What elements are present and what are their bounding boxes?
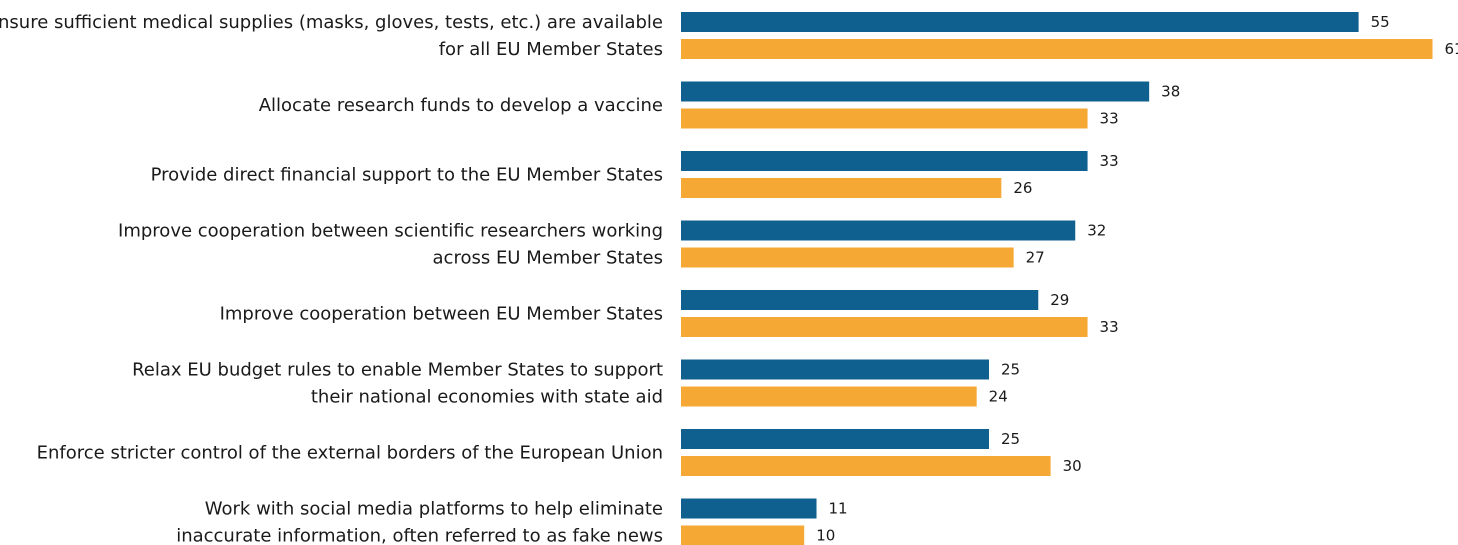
- bars: [681, 12, 1433, 545]
- value-label: 11: [829, 500, 848, 518]
- bar-series-2: [681, 178, 1002, 198]
- bar-series-1: [681, 81, 1150, 102]
- value-labels: 55 61 38 33 33 26 32 27 29 33 25 24 25 30 11 10: [816, 13, 1458, 545]
- category-label-line: Ensure sufficient medical supplies (mask…: [0, 12, 663, 33]
- category-label: Provide direct financial support to the …: [151, 165, 663, 186]
- category-label: Improve cooperation between scientific r…: [118, 221, 663, 269]
- category-label: Relax EU budget rules to enable Member S…: [132, 360, 663, 408]
- category-label: Work with social media platforms to help…: [176, 499, 663, 545]
- bar-series-2: [681, 317, 1088, 337]
- category-labels: Ensure sufficient medical supplies (mask…: [0, 12, 663, 545]
- value-label: 30: [1063, 457, 1082, 475]
- bar-series-1: [681, 359, 989, 380]
- value-label: 29: [1050, 291, 1069, 309]
- value-label: 24: [989, 388, 1008, 406]
- bar-series-2: [681, 247, 1014, 268]
- value-label: 38: [1161, 83, 1180, 101]
- bar-series-2: [681, 108, 1088, 129]
- category-label-line: for all EU Member States: [439, 39, 663, 60]
- bar-series-2: [681, 39, 1433, 59]
- value-label: 33: [1100, 110, 1119, 128]
- value-label: 32: [1087, 222, 1106, 240]
- category-label: Improve cooperation between EU Member St…: [220, 304, 663, 325]
- bar-series-1: [681, 498, 817, 519]
- bar-series-2: [681, 386, 977, 407]
- category-label-line: Provide direct financial support to the …: [151, 165, 663, 186]
- bar-series-2: [681, 456, 1051, 476]
- category-label-line: Relax EU budget rules to enable Member S…: [132, 360, 663, 381]
- category-label-line: Work with social media platforms to help…: [205, 499, 663, 520]
- bar-series-2: [681, 525, 805, 545]
- category-label-line: Improve cooperation between EU Member St…: [220, 304, 663, 325]
- category-label: Allocate research funds to develop a vac…: [259, 95, 663, 116]
- value-label: 61: [1445, 40, 1458, 58]
- category-label-line: across EU Member States: [433, 248, 663, 269]
- bar-series-1: [681, 429, 989, 449]
- bar-series-1: [681, 220, 1076, 241]
- value-label: 10: [816, 527, 835, 545]
- bar-series-1: [681, 151, 1088, 171]
- value-label: 25: [1001, 430, 1020, 448]
- category-label: Ensure sufficient medical supplies (mask…: [0, 12, 663, 60]
- value-label: 33: [1100, 318, 1119, 336]
- value-label: 26: [1013, 179, 1032, 197]
- category-label-line: Allocate research funds to develop a vac…: [259, 95, 663, 116]
- category-label-line: inaccurate information, often referred t…: [176, 526, 663, 545]
- category-label: Enforce stricter control of the external…: [37, 443, 663, 464]
- bar-series-1: [681, 290, 1039, 310]
- value-label: 27: [1026, 249, 1045, 267]
- bar-series-1: [681, 12, 1359, 32]
- value-label: 25: [1001, 361, 1020, 379]
- category-label-line: Improve cooperation between scientific r…: [118, 221, 663, 242]
- category-label-line: their national economies with state aid: [311, 387, 663, 408]
- value-label: 55: [1371, 13, 1390, 31]
- category-label-line: Enforce stricter control of the external…: [37, 443, 663, 464]
- value-label: 33: [1100, 152, 1119, 170]
